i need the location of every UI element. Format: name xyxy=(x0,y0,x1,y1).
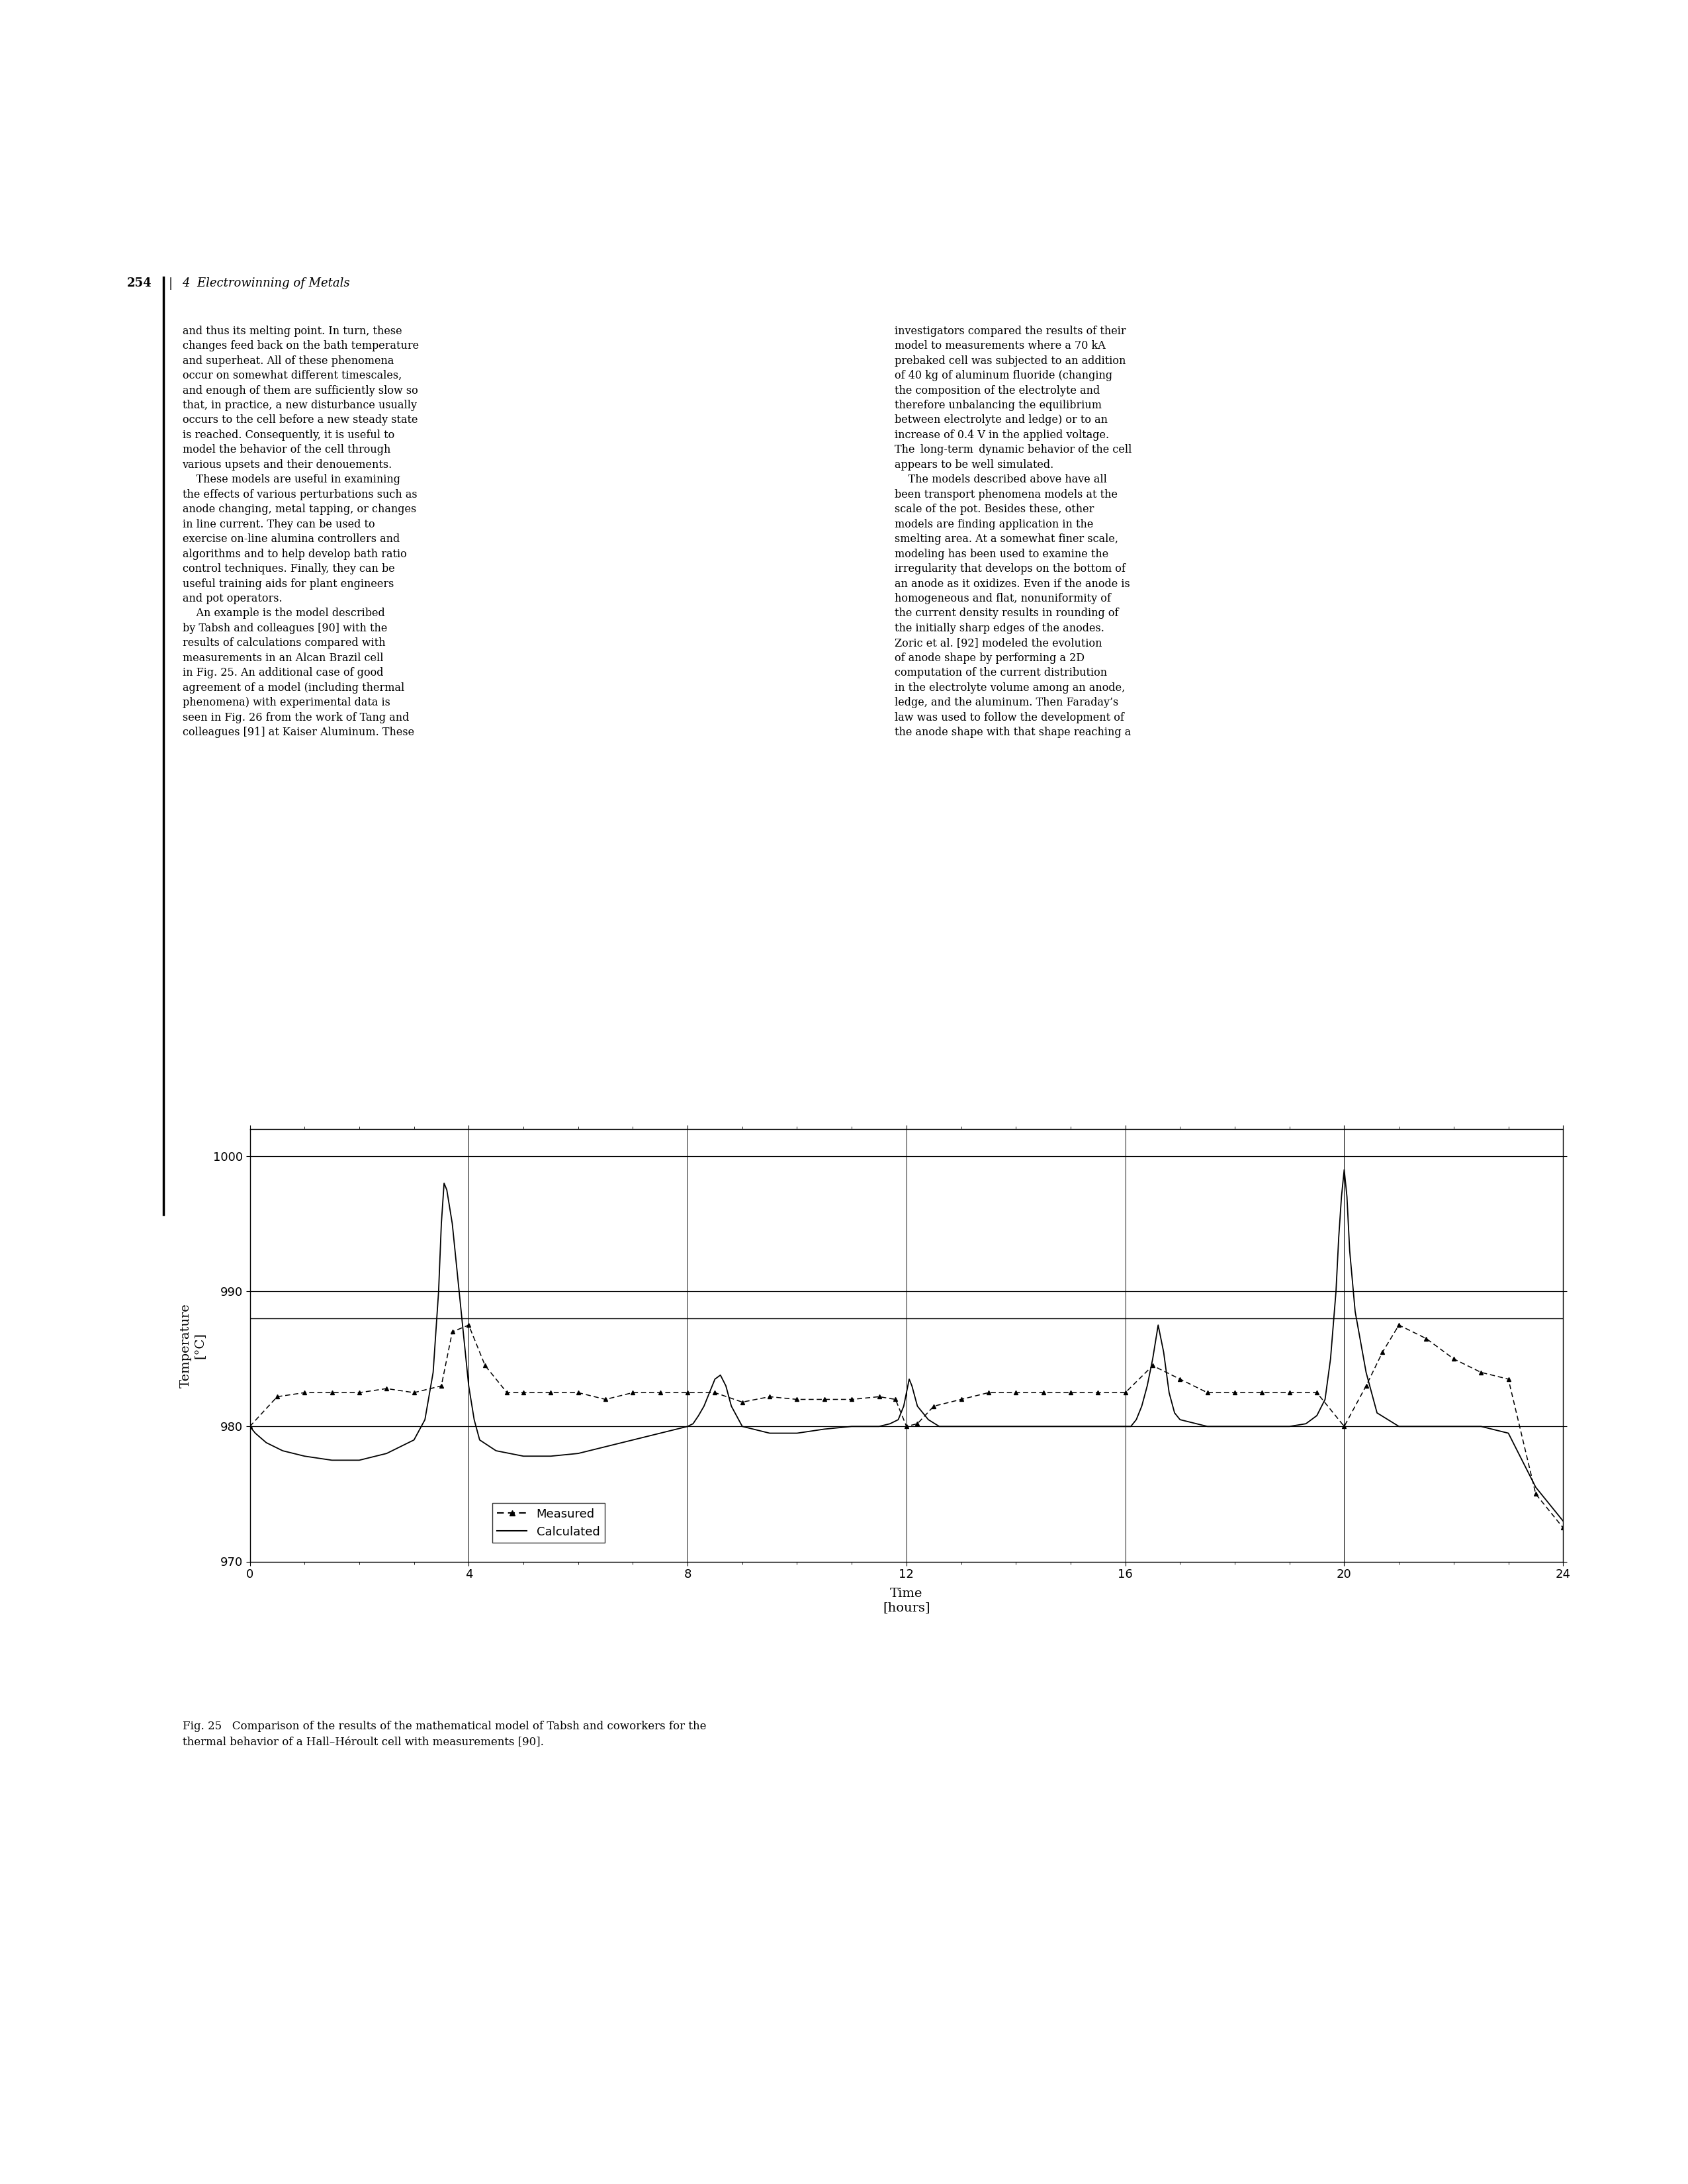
Line: Measured: Measured xyxy=(248,1324,1565,1531)
Calculated xyxy=(240,1413,260,1439)
Text: 4  Electrowinning of Metals: 4 Electrowinning of Metals xyxy=(182,277,349,288)
Measured xyxy=(950,1387,971,1413)
Measured xyxy=(1033,1380,1053,1406)
Calculated xyxy=(1033,1413,1053,1439)
Text: investigators compared the results of their
model to measurements where a 70 kA
: investigators compared the results of th… xyxy=(895,325,1131,738)
Text: and thus its melting point. In turn, these
changes feed back on the bath tempera: and thus its melting point. In turn, the… xyxy=(182,325,419,738)
Measured xyxy=(459,1313,479,1339)
Calculated xyxy=(787,1420,807,1446)
Measured xyxy=(1143,1352,1163,1378)
Calculated xyxy=(1197,1413,1217,1439)
Y-axis label: Temperature
[°C]: Temperature [°C] xyxy=(181,1304,206,1387)
Calculated xyxy=(447,1265,468,1291)
Calculated xyxy=(721,1393,741,1420)
Calculated xyxy=(567,1441,587,1468)
Calculated xyxy=(1553,1507,1573,1533)
Calculated xyxy=(1334,1158,1354,1184)
Text: 254: 254 xyxy=(127,277,152,288)
Measured xyxy=(1553,1516,1573,1542)
Legend: Measured, Calculated: Measured, Calculated xyxy=(493,1503,604,1542)
Measured xyxy=(1006,1380,1026,1406)
Measured xyxy=(240,1413,260,1439)
Measured xyxy=(474,1352,495,1378)
Measured xyxy=(760,1385,780,1411)
Text: Fig. 25   Comparison of the results of the mathematical model of Tabsh and cowor: Fig. 25 Comparison of the results of the… xyxy=(182,1721,706,1747)
Text: |: | xyxy=(169,277,172,290)
X-axis label: Time
[hours]: Time [hours] xyxy=(883,1588,930,1614)
Line: Calculated: Calculated xyxy=(250,1171,1563,1520)
